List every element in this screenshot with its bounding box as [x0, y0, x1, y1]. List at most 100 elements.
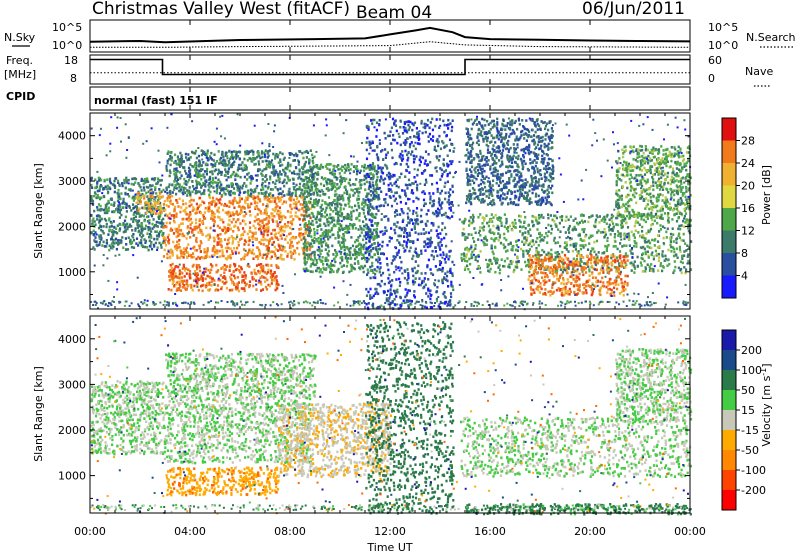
data-cell [213, 181, 216, 184]
data-cell [246, 173, 249, 176]
data-cell [334, 206, 337, 210]
data-cell [268, 160, 271, 163]
data-cell [292, 198, 295, 202]
data-cell [265, 244, 268, 248]
data-cell [378, 204, 381, 208]
data-cell [297, 208, 300, 212]
data-cell [320, 249, 323, 252]
data-cell [317, 237, 320, 240]
data-cell [279, 229, 282, 233]
data-cell [296, 196, 299, 199]
data-cell [100, 228, 103, 232]
data-cell [169, 263, 172, 267]
data-cell [158, 190, 161, 194]
data-cell [232, 170, 235, 174]
data-cell [332, 217, 335, 220]
data-cell [283, 246, 286, 249]
data-cell [191, 165, 194, 168]
data-cell [527, 250, 530, 253]
data-cell [108, 218, 111, 222]
data-cell [431, 249, 434, 253]
data-cell [355, 178, 358, 181]
data-cell [294, 214, 297, 218]
data-cell [125, 202, 128, 206]
data-cell [116, 191, 119, 195]
data-cell [651, 222, 654, 226]
data-cell [284, 238, 287, 241]
data-cell [361, 165, 364, 168]
data-cell [362, 247, 365, 251]
data-cell [437, 225, 440, 229]
data-cell [271, 188, 274, 191]
data-cell [207, 189, 210, 192]
data-cell [208, 193, 211, 197]
data-cell [390, 126, 393, 130]
data-cell [679, 250, 682, 253]
data-cell [260, 242, 263, 246]
data-cell [328, 206, 331, 210]
data-cell [180, 222, 183, 225]
data-cell [377, 221, 380, 225]
data-cell [404, 126, 407, 130]
data-cell [316, 229, 319, 232]
data-cell [171, 252, 174, 255]
data-cell [316, 193, 319, 197]
data-cell [444, 211, 447, 215]
data-cell [392, 289, 396, 293]
data-cell [103, 195, 106, 199]
data-cell [246, 203, 249, 206]
data-cell [400, 208, 403, 211]
data-cell [266, 156, 269, 159]
data-cell [320, 228, 323, 231]
data-cell [171, 262, 174, 266]
data-cell [671, 218, 674, 221]
data-cell [412, 282, 415, 286]
data-cell [301, 246, 304, 250]
data-cell [430, 254, 433, 257]
data-cell [409, 246, 412, 250]
data-cell [269, 276, 273, 279]
data-cell [185, 172, 188, 175]
data-cell [623, 266, 626, 269]
data-cell [165, 188, 168, 191]
data-cell [245, 282, 248, 286]
data-cell [260, 283, 263, 286]
data-cell [275, 248, 278, 251]
data-cell [253, 270, 256, 273]
data-cell [532, 243, 535, 246]
data-cell [383, 232, 386, 235]
data-cell [559, 215, 562, 219]
data-cell [222, 254, 225, 258]
data-cell [174, 247, 177, 250]
cpid-label: CPID [6, 90, 35, 103]
data-cell [556, 269, 559, 272]
data-cell [657, 269, 660, 272]
data-cell [413, 280, 417, 284]
data-cell [198, 196, 202, 200]
data-cell [427, 209, 430, 212]
data-cell [170, 266, 173, 270]
data-cell [374, 194, 377, 198]
data-cell [435, 170, 438, 173]
data-cell [522, 225, 525, 228]
data-cell [334, 208, 337, 211]
data-cell [204, 254, 207, 258]
data-cell [384, 177, 387, 181]
data-cell [258, 250, 261, 253]
data-cell [207, 183, 210, 187]
data-cell [238, 264, 241, 268]
data-cell [273, 233, 276, 237]
data-cell [379, 230, 382, 234]
data-cell [591, 214, 594, 217]
data-cell [141, 245, 145, 249]
data-cell [232, 163, 235, 166]
data-cell [442, 292, 445, 296]
data-cell [121, 184, 124, 188]
data-cell [228, 237, 231, 240]
data-cell [425, 224, 428, 227]
data-cell [198, 218, 201, 221]
data-cell [236, 168, 239, 172]
data-cell [308, 234, 311, 238]
data-cell [619, 232, 622, 235]
data-cell [246, 178, 249, 181]
